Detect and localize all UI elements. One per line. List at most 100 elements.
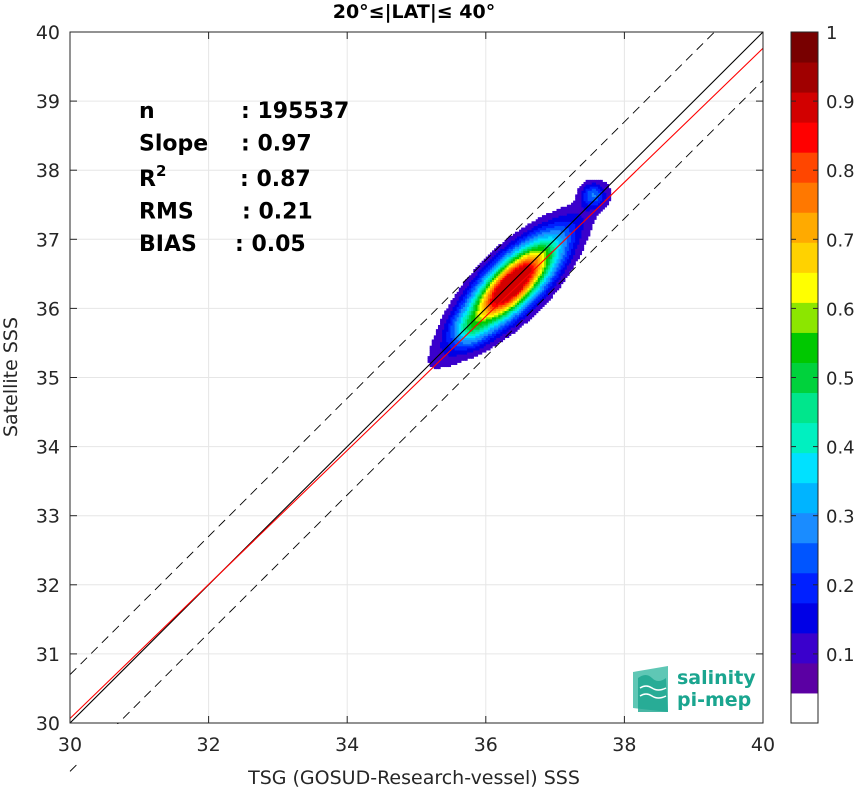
density-cell [562,237,566,241]
density-cell [458,351,462,355]
density-cell [539,227,543,231]
density-cell [579,200,583,204]
density-cell [564,269,568,272]
density-cell [604,184,607,187]
density-cell [579,227,583,231]
density-cell [525,264,528,268]
density-cell [541,256,545,260]
density-cell [494,339,497,343]
density-cell [598,190,601,193]
density-cell [533,242,537,245]
density-cell [429,364,433,368]
density-cell [437,364,441,368]
density-cell [571,227,574,231]
density-cell [591,190,595,193]
density-cell [548,221,551,225]
density-cell [525,285,528,289]
density-cell [566,208,570,212]
density-cell [433,337,437,341]
density-cell [442,322,445,326]
density-cell [583,190,587,193]
density-cell [593,181,597,185]
density-cell [481,300,485,303]
density-cell [533,239,537,243]
density-cell [552,262,556,266]
density-cell [489,327,493,330]
density-cell [454,293,458,297]
density-cell [575,210,578,214]
density-cell [527,285,531,289]
density-cell [546,221,549,225]
density-cell [568,219,572,222]
density-cell [577,237,580,241]
colorbar: 0.10.20.30.40.50.60.70.80.91 [790,23,855,724]
density-cell [506,335,510,339]
density-cell [556,271,560,274]
density-cell [521,316,524,320]
density-cell [519,291,522,295]
density-cell [442,320,445,324]
density-cell [541,287,545,291]
density-cell [533,310,537,314]
density-cell [519,248,522,251]
density-cell [483,298,487,301]
density-cell [458,356,462,359]
density-cell [481,289,485,293]
density-cell [525,229,528,233]
density-cell [598,181,601,185]
density-cell [602,204,605,208]
density-cell [525,298,528,301]
density-cell [537,227,541,231]
density-cell [465,322,468,326]
density-cell [500,339,504,343]
density-cell [533,281,537,285]
density-cell [456,312,460,316]
density-cell [440,362,443,365]
density-cell [446,360,449,363]
density-cell [523,287,526,291]
density-cell [544,233,547,237]
density-cell [550,279,553,283]
density-cell [492,322,495,326]
density-cell [454,304,458,307]
density-cell [450,318,454,322]
density-cell [552,271,556,274]
density-cell [525,242,528,245]
density-cell [535,258,539,262]
density-cell [581,231,585,235]
density-cell [483,343,487,347]
density-cell [458,291,462,295]
density-cell [487,343,491,347]
density-cell [533,312,537,316]
density-cell [523,281,526,285]
density-cell [525,225,528,229]
density-cell [492,318,495,322]
density-cell [479,349,483,353]
density-cell [589,184,593,187]
density-cell [487,256,491,260]
density-cell [539,271,543,274]
density-cell [452,302,456,305]
colorbar-segment [791,542,818,574]
density-cell [525,227,528,231]
density-cell [471,349,474,353]
density-cell [514,314,518,318]
density-cell [556,252,560,256]
density-cell [589,188,593,191]
density-cell [533,235,537,239]
density-cell [510,324,514,328]
density-cell [558,213,562,216]
colorbar-segment [791,302,818,333]
density-cell [456,327,460,330]
density-cell [496,322,499,326]
density-cell [546,285,549,289]
density-cell [492,260,495,264]
density-cell [529,231,533,235]
density-cell [558,258,562,262]
density-cell [587,225,591,229]
density-cell [552,248,556,251]
density-cell [446,320,449,324]
density-cell [475,345,479,349]
density-cell [477,283,481,287]
density-cell [465,351,468,355]
